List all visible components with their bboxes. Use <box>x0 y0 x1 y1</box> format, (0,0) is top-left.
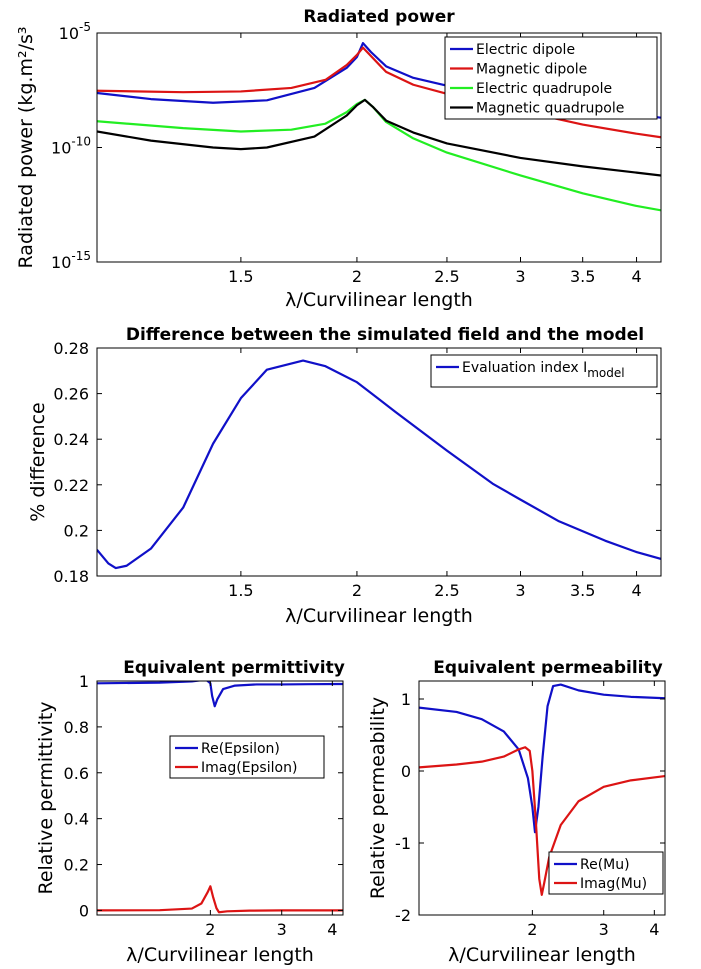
permittivity-x-tick-label: 4 <box>327 920 337 939</box>
permittivity-series-2-line <box>97 885 343 914</box>
difference-x-axis-label: λ/Curvilinear length <box>285 605 473 627</box>
difference-y-tick-label: 0.24 <box>53 430 89 449</box>
radiated-power-y-tick-label: 10-10 <box>51 135 91 158</box>
permeability-x-tick-label: 4 <box>649 920 659 939</box>
radiated-power-y-tick-label: 10-5 <box>59 20 91 43</box>
permittivity-chart: 2 3 4 0 0.2 0.4 0.6 0.8 1 Equivalent permittivity… <box>35 658 345 966</box>
permittivity-y-tick-label: 0.6 <box>64 764 89 783</box>
difference-title: Difference between the simulated field a… <box>126 325 644 345</box>
radiated-power-x-tick-label: 3 <box>515 267 525 286</box>
permeability-y-axis-label: Relative permeability <box>367 697 389 899</box>
difference-x-tick-label: 2.5 <box>434 581 459 600</box>
difference-y-tick-label: 0.22 <box>53 476 89 495</box>
difference-chart: 1.5 2 2.5 3 3.5 4 0.18 0.2 0.22 0.24 0.26 0.28 Diffe… <box>27 325 662 627</box>
permittivity-series-1-line <box>97 681 343 708</box>
difference-x-tick-label: 4 <box>631 581 641 600</box>
radiated-power-series-4-line <box>97 98 661 177</box>
permittivity-legend-label: Re(Epsilon) <box>201 741 280 757</box>
difference-x-tick-label: 3 <box>515 581 525 600</box>
difference-y-axis-label: % difference <box>27 402 49 521</box>
radiated-power-chart: 1.5 2 2.5 3 3.5 4 10-15 10-10 10-5 Radiated power… <box>15 7 662 311</box>
radiated-power-legend-label: Magnetic dipole <box>476 62 587 78</box>
permittivity-x-tick-label: 2 <box>205 920 215 939</box>
permittivity-y-axis-label: Relative permittivity <box>35 701 57 894</box>
radiated-power-legend-label: Magnetic quadrupole <box>476 101 624 117</box>
radiated-power-x-tick-label: 3.5 <box>570 267 595 286</box>
permittivity-x-tick-label: 3 <box>277 920 287 939</box>
radiated-power-y-axis-label: Radiated power (kg.m²/s³ <box>15 27 37 269</box>
permeability-title: Equivalent permeability <box>433 658 662 678</box>
permeability-chart: 2 3 4 -2 -1 0 1 Equivalent permeability λ/Curvil… <box>367 658 666 966</box>
permeability-y-tick-label: -2 <box>395 906 411 925</box>
permeability-x-tick-label: 2 <box>527 920 537 939</box>
permeability-y-tick-label: -1 <box>395 834 411 853</box>
permittivity-x-axis-label: λ/Curvilinear length <box>126 944 314 966</box>
difference-y-tick-label: 0.26 <box>53 385 89 404</box>
permittivity-legend: Re(Epsilon) Imag(Epsilon) <box>169 735 325 779</box>
radiated-power-x-tick-label: 2.5 <box>434 267 459 286</box>
radiated-power-x-tick-label: 2 <box>352 267 362 286</box>
radiated-power-title: Radiated power <box>303 7 455 27</box>
difference-y-tick-label: 0.18 <box>53 567 89 586</box>
radiated-power-x-tick-label: 1.5 <box>228 267 253 286</box>
permeability-legend-label: Imag(Mu) <box>580 876 647 892</box>
permittivity-y-tick-label: 1 <box>79 672 89 691</box>
permeability-x-axis-label: λ/Curvilinear length <box>448 944 636 966</box>
permeability-series-2-line <box>419 746 665 896</box>
difference-x-tick-label: 3.5 <box>570 581 595 600</box>
difference-y-tick-label: 0.28 <box>53 339 89 358</box>
radiated-power-legend: Electric dipole Magnetic dipole Electric q… <box>444 36 658 120</box>
difference-legend: Evaluation index Imodel <box>430 354 658 388</box>
permittivity-title: Equivalent permittivity <box>123 658 345 678</box>
permeability-legend: Re(Mu) Imag(Mu) <box>548 851 664 895</box>
permittivity-y-tick-label: 0.8 <box>64 718 89 737</box>
permeability-y-tick-label: 0 <box>401 762 411 781</box>
difference-axes-box <box>96 347 662 577</box>
permeability-series-1-line <box>419 683 665 834</box>
permittivity-y-tick-label: 0.2 <box>64 856 89 875</box>
radiated-power-x-tick-label: 4 <box>631 267 641 286</box>
difference-legend-box <box>430 354 658 388</box>
permittivity-y-tick-label: 0 <box>79 901 89 920</box>
permittivity-legend-label: Imag(Epsilon) <box>201 760 297 776</box>
permeability-y-tick-label: 1 <box>401 690 411 709</box>
permeability-x-tick-label: 3 <box>599 920 609 939</box>
difference-series-1-line <box>97 359 661 570</box>
difference-x-tick-label: 2 <box>352 581 362 600</box>
radiated-power-legend-box <box>444 36 658 120</box>
radiated-power-legend-label: Electric dipole <box>476 42 575 58</box>
permeability-legend-label: Re(Mu) <box>580 857 630 873</box>
permeability-axes-box <box>418 680 666 916</box>
permittivity-legend-box <box>169 735 325 779</box>
difference-legend-label: Evaluation index Imodel <box>462 360 625 380</box>
permittivity-axes-box <box>96 680 344 916</box>
difference-y-tick-label: 0.2 <box>64 521 89 540</box>
permittivity-y-tick-label: 0.4 <box>64 810 89 829</box>
permeability-legend-box <box>548 851 664 895</box>
difference-x-tick-label: 1.5 <box>228 581 253 600</box>
radiated-power-legend-label: Electric quadrupole <box>476 81 612 97</box>
radiated-power-x-axis-label: λ/Curvilinear length <box>285 289 473 311</box>
radiated-power-y-tick-label: 10-15 <box>51 249 91 272</box>
